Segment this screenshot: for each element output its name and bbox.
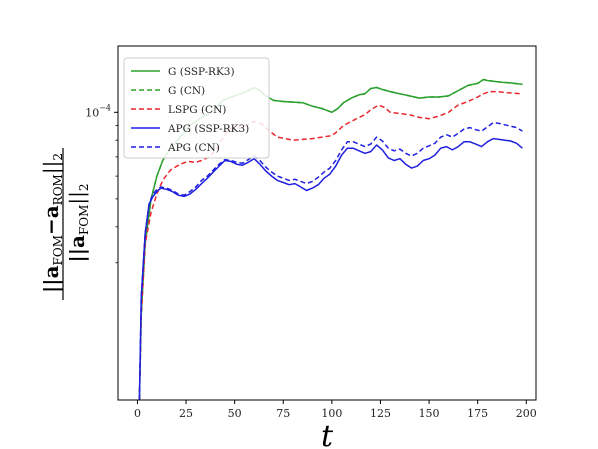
y-axis: 10−4 [85, 103, 118, 264]
y-num-norm: 2 [51, 153, 65, 161]
y-label-denominator: ||aFOM||2 [65, 183, 91, 262]
series-line [138, 137, 523, 401]
y-den-prefix: ||a [65, 235, 89, 263]
y-axis-label: ||aFOM−aROM||2 ||aFOM||2 [39, 148, 91, 300]
x-tick-label: 200 [516, 407, 537, 420]
x-tick-label: 175 [467, 407, 488, 420]
plot-frame [117, 45, 537, 401]
x-tick-label: 75 [276, 407, 290, 420]
x-axis-label: t [321, 419, 334, 449]
x-tick-label: 0 [134, 407, 141, 420]
y-tick-label: 10−4 [85, 103, 111, 119]
legend-label: APG (SSP-RK3) [167, 123, 249, 135]
y-num-suffix: || [39, 161, 64, 174]
x-tick-label: 50 [228, 407, 242, 420]
legend-label: G (SSP-RK3) [168, 66, 235, 78]
series-line [138, 90, 523, 401]
legend: G (SSP-RK3) G (CN) LSPG (CN) APG (SSP-RK3) A… [123, 57, 270, 159]
y-num-mid: −a [39, 205, 63, 235]
x-tick-label: 150 [419, 407, 440, 420]
x-axis: 0 25 50 75 100 125 150 175 200 [134, 400, 537, 420]
series-line [138, 121, 523, 401]
x-tick-label: 100 [321, 407, 342, 420]
y-num-prefix: ||a [39, 265, 63, 293]
legend-label: LSPG (CN) [168, 104, 226, 116]
y-den-suffix: || [65, 191, 90, 204]
y-den-norm: 2 [77, 183, 91, 191]
y-num-sub2: ROM [51, 174, 65, 205]
x-tick-label: 25 [179, 407, 193, 420]
legend-label: APG (CN) [167, 142, 220, 154]
legend-label: G (CN) [168, 85, 205, 97]
legend-entries: G (SSP-RK3) G (CN) LSPG (CN) APG (SSP-RK3) A… [131, 66, 249, 154]
y-den-sub: FOM [77, 205, 91, 235]
y-label-numerator: ||aFOM−aROM||2 [39, 153, 65, 293]
x-tick-label: 125 [370, 407, 391, 420]
legend-box [123, 57, 270, 159]
y-num-sub1: FOM [51, 235, 65, 265]
